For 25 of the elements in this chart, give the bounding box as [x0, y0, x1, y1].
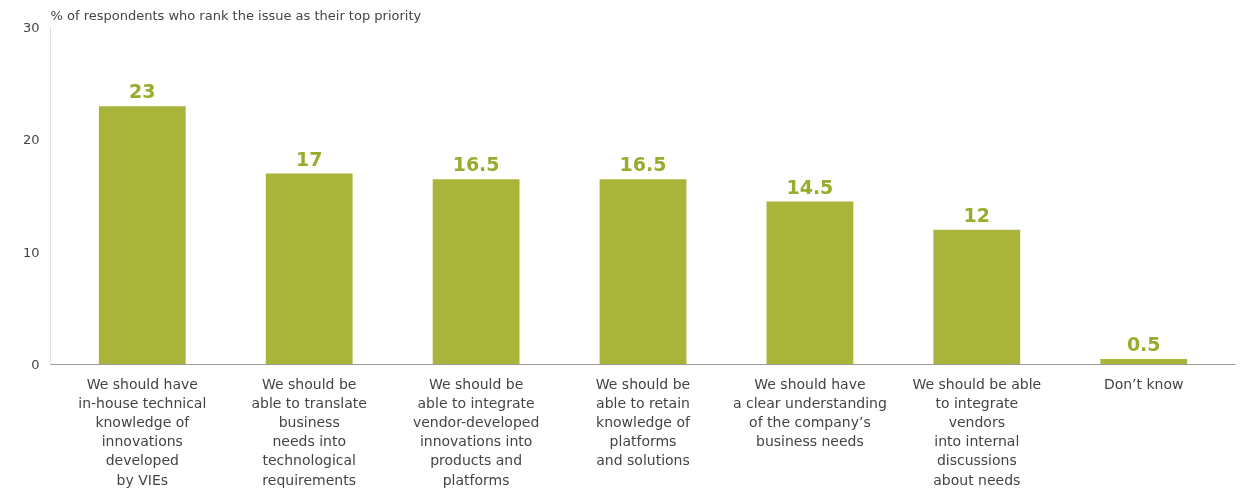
data-label: 16.5 — [619, 153, 667, 176]
bar — [98, 106, 186, 365]
x-tick-label: We should be able to retain knowledge of platforms and solutions — [595, 375, 691, 469]
data-label: 17 — [295, 147, 323, 170]
y-tick-label: 20 — [22, 132, 40, 148]
bar — [265, 173, 353, 365]
data-label: 14.5 — [786, 175, 834, 198]
x-tick-label: We should be able to translate business needs into technological requirements — [251, 375, 367, 488]
x-tick-label: We should be able to integrate vendors into internal discussions about needs — [912, 375, 1042, 488]
data-label: 0.5 — [1126, 332, 1161, 355]
data-label: 23 — [129, 80, 156, 103]
data-label: 16.5 — [452, 153, 500, 176]
x-tick-label: Don’t know — [1103, 375, 1184, 392]
y-tick-label: 0 — [31, 357, 40, 372]
y-axis-title: % of respondents who rank the issue as their top priority — [50, 7, 422, 23]
bar — [599, 179, 687, 365]
x-tick-label: We should have in-house technical knowledge of innovations developed by VIEs — [78, 375, 207, 488]
bar — [933, 229, 1021, 365]
x-tick-label: We should be able to integrate vendor-developed innovations into products and platforms — [412, 375, 540, 488]
bar — [432, 179, 520, 365]
x-tick-label: We should have a clear understanding of the company’s business needs — [733, 375, 887, 450]
bar — [766, 201, 854, 365]
y-tick-label: 10 — [22, 244, 40, 260]
data-label: 12 — [963, 203, 991, 226]
y-tick-label: 30 — [22, 20, 40, 35]
